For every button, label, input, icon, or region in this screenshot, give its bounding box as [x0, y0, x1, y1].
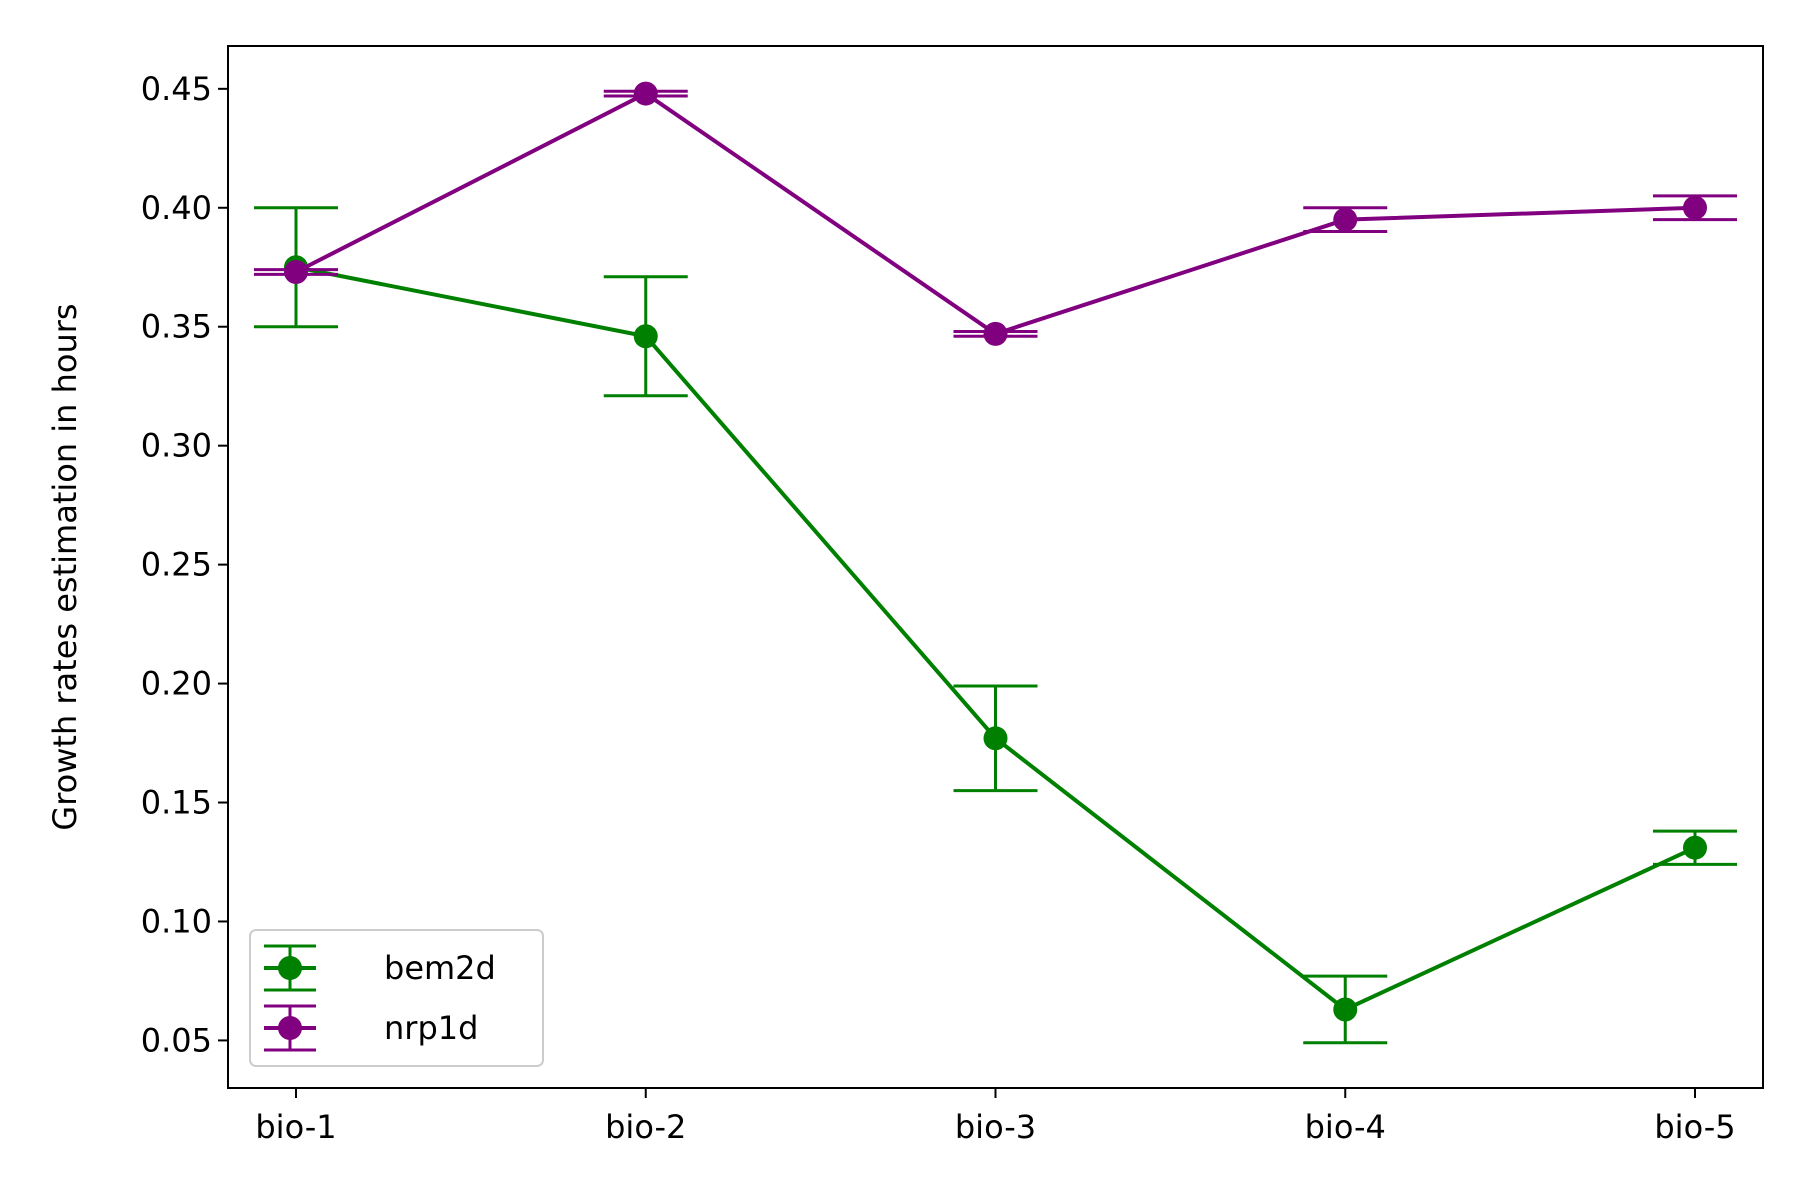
- x-tick-label: bio-4: [1305, 1108, 1386, 1146]
- data-point: [633, 81, 658, 106]
- series-nrp1d: [254, 81, 1737, 346]
- data-point: [1683, 835, 1707, 860]
- y-tick-label: 0.40: [141, 189, 212, 227]
- data-point: [284, 260, 308, 285]
- y-tick-label: 0.10: [141, 902, 212, 940]
- x-tick-label: bio-2: [605, 1108, 686, 1146]
- y-tick-label: 0.25: [141, 546, 212, 584]
- y-tick-label: 0.30: [141, 427, 212, 465]
- y-axis-ticks: 0.05 0.10 0.15 0.20 0.25 0.30 0.35 0.40 0.45: [141, 70, 228, 1059]
- legend-label-nrp1d: nrp1d: [384, 1009, 478, 1047]
- data-point: [983, 726, 1008, 751]
- axes-frame: [227, 45, 1764, 1089]
- data-point: [633, 324, 658, 349]
- data-point: [1333, 997, 1358, 1022]
- x-tick-label: bio-3: [955, 1108, 1036, 1146]
- y-axis-label: Growth rates estimation in hours: [46, 303, 84, 830]
- legend-label-bem2d: bem2d: [384, 949, 496, 987]
- y-tick-label: 0.05: [141, 1021, 212, 1059]
- y-tick-label: 0.35: [141, 308, 212, 346]
- data-point: [1333, 207, 1358, 232]
- y-tick-label: 0.45: [141, 70, 212, 108]
- data-point: [1683, 195, 1707, 220]
- x-tick-label: bio-1: [255, 1108, 336, 1146]
- series-bem2d: [254, 206, 1737, 1045]
- data-point: [983, 321, 1008, 346]
- legend-box: [249, 929, 544, 1067]
- y-tick-label: 0.15: [141, 784, 212, 822]
- legend-marker: [278, 1016, 302, 1040]
- x-axis-ticks: bio-1 bio-2 bio-3 bio-4 bio-5: [255, 1088, 1736, 1146]
- y-tick-label: 0.20: [141, 665, 212, 703]
- x-tick-label: bio-5: [1654, 1108, 1735, 1146]
- legend: bem2d nrp1d: [249, 929, 544, 1067]
- plot-area: [254, 81, 1737, 1045]
- legend-marker: [278, 956, 302, 980]
